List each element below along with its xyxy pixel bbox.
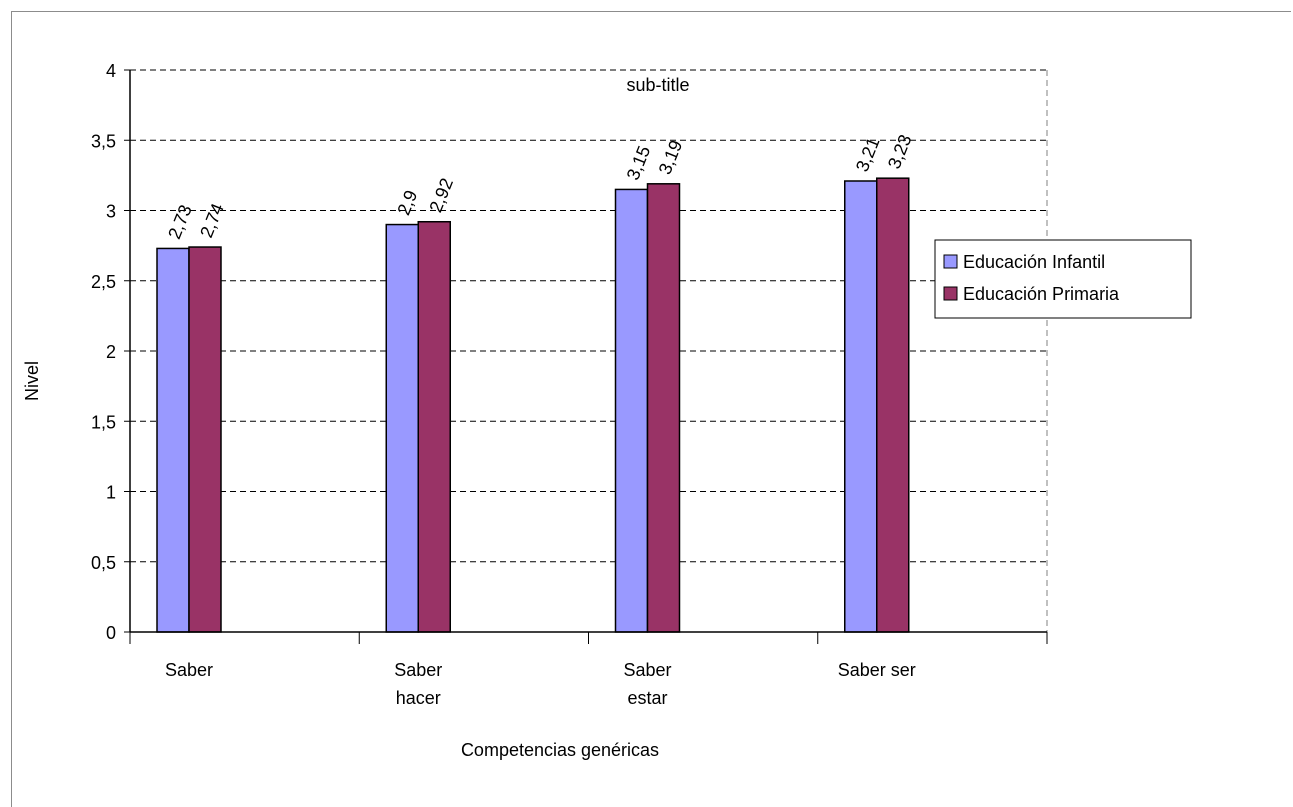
y-tick-label: 1,5 xyxy=(91,412,116,432)
bar xyxy=(876,177,910,633)
legend-box xyxy=(934,239,1192,319)
data-label: 3,19 xyxy=(655,137,687,177)
chart-frame xyxy=(11,11,1291,807)
data-label: 3,15 xyxy=(623,143,655,183)
y-tick-label: 3 xyxy=(106,202,116,222)
y-tick-label: 1 xyxy=(106,483,116,503)
axes xyxy=(124,69,1048,644)
bar xyxy=(614,188,649,633)
y-tick-label: 4 xyxy=(106,61,116,81)
labels: 0 0,5 1 1,5 2 2,5 3 3,5 4 2,73 2,9 3,15 3,21 2,74 2,92… xyxy=(91,61,916,708)
bar xyxy=(156,247,190,633)
y-tick-label: 0,5 xyxy=(91,553,116,573)
bar xyxy=(646,183,681,633)
bar xyxy=(844,180,878,633)
x-axis-title: Competencias genéricas xyxy=(461,740,659,760)
data-label: 3,21 xyxy=(852,135,884,175)
bars xyxy=(156,177,910,633)
x-tick-label: Saber xyxy=(623,660,671,680)
legend-label: Educación Primaria xyxy=(963,284,1120,304)
legend-swatch xyxy=(943,254,958,269)
data-label: 3,23 xyxy=(884,132,916,172)
data-label: 2,92 xyxy=(425,175,457,215)
data-label: 2,74 xyxy=(196,201,228,241)
x-tick-label: Saber xyxy=(165,660,213,680)
data-label: 2,73 xyxy=(164,202,196,242)
legend: Educación Infantil Educación Primaria xyxy=(934,239,1192,319)
y-tick-label: 2,5 xyxy=(91,272,116,292)
y-axis-title: Nivel xyxy=(22,361,42,401)
x-tick-label: estar xyxy=(627,688,667,708)
bar xyxy=(385,223,419,633)
chart-title: sub-title xyxy=(626,75,689,95)
y-tick-label: 2 xyxy=(106,342,116,362)
legend-swatch xyxy=(943,286,958,301)
data-label: 2,9 xyxy=(393,187,421,218)
bar xyxy=(188,246,222,633)
y-tick-label: 0 xyxy=(106,623,116,643)
y-tick-label: 3,5 xyxy=(91,131,116,151)
x-tick-label: Saber xyxy=(394,660,442,680)
legend-label: Educación Infantil xyxy=(963,252,1105,272)
bar xyxy=(417,220,451,633)
x-tick-label: Saber ser xyxy=(838,660,916,680)
x-tick-label: hacer xyxy=(396,688,441,708)
